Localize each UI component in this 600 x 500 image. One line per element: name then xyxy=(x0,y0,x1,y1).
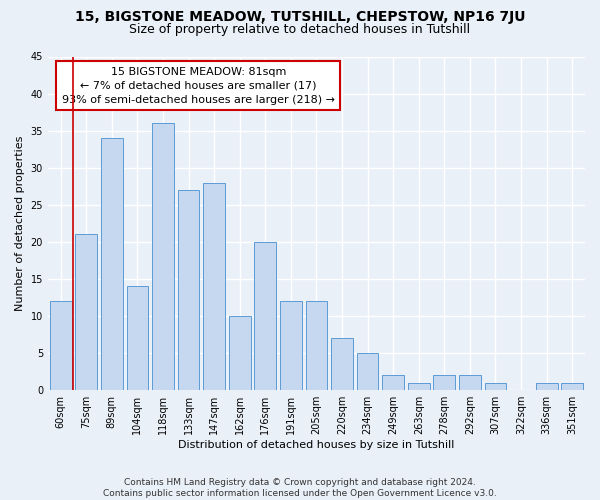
Bar xyxy=(562,383,583,390)
Bar xyxy=(50,301,71,390)
Bar xyxy=(408,383,430,390)
Text: Size of property relative to detached houses in Tutshill: Size of property relative to detached ho… xyxy=(130,22,470,36)
Bar xyxy=(280,301,302,390)
Text: 15, BIGSTONE MEADOW, TUTSHILL, CHEPSTOW, NP16 7JU: 15, BIGSTONE MEADOW, TUTSHILL, CHEPSTOW,… xyxy=(75,10,525,24)
Bar xyxy=(101,138,123,390)
Text: Contains HM Land Registry data © Crown copyright and database right 2024.
Contai: Contains HM Land Registry data © Crown c… xyxy=(103,478,497,498)
Bar xyxy=(203,182,225,390)
Bar xyxy=(459,376,481,390)
Bar xyxy=(305,301,328,390)
Bar xyxy=(127,286,148,390)
Bar xyxy=(76,234,97,390)
Text: 15 BIGSTONE MEADOW: 81sqm
← 7% of detached houses are smaller (17)
93% of semi-d: 15 BIGSTONE MEADOW: 81sqm ← 7% of detach… xyxy=(62,66,335,104)
Bar xyxy=(382,376,404,390)
Bar xyxy=(331,338,353,390)
Bar xyxy=(357,353,379,390)
Y-axis label: Number of detached properties: Number of detached properties xyxy=(15,136,25,311)
Bar xyxy=(536,383,557,390)
Bar xyxy=(485,383,506,390)
Bar xyxy=(152,123,174,390)
Bar xyxy=(254,242,276,390)
Bar xyxy=(433,376,455,390)
X-axis label: Distribution of detached houses by size in Tutshill: Distribution of detached houses by size … xyxy=(178,440,455,450)
Bar xyxy=(178,190,199,390)
Bar xyxy=(229,316,251,390)
